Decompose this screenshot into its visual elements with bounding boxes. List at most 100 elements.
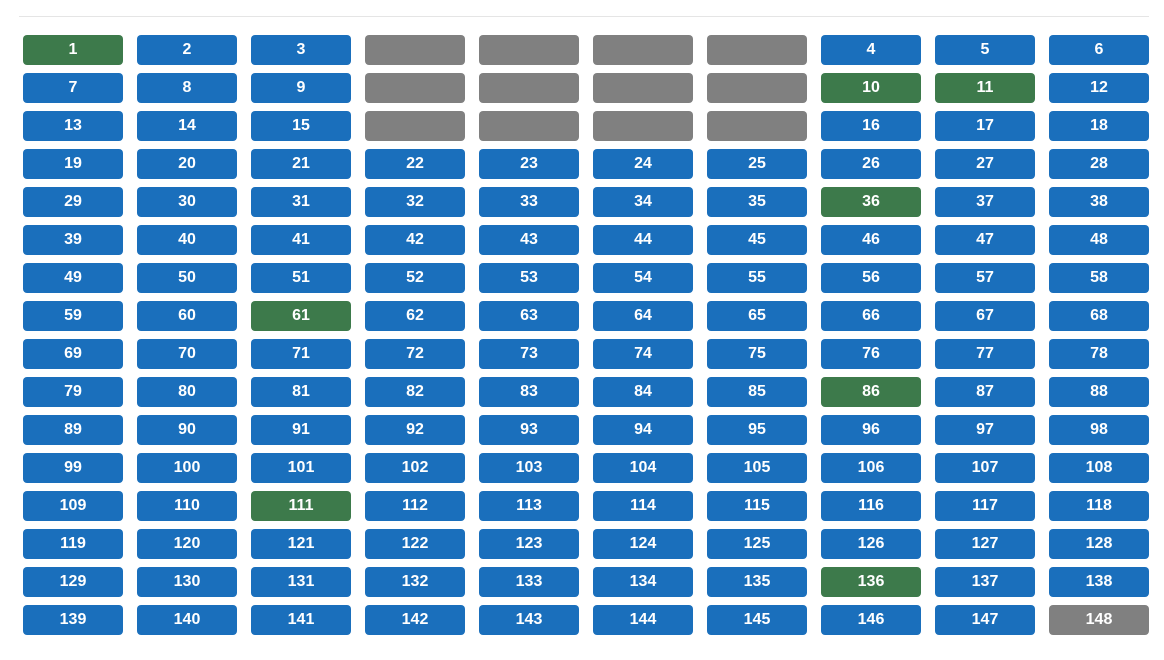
number-cell-2[interactable]: 2 — [137, 35, 237, 65]
number-cell-80[interactable]: 80 — [137, 377, 237, 407]
number-cell-134[interactable]: 134 — [593, 567, 693, 597]
number-cell-17[interactable]: 17 — [935, 111, 1035, 141]
number-cell-77[interactable]: 77 — [935, 339, 1035, 369]
number-cell-28[interactable]: 28 — [1049, 149, 1149, 179]
number-cell-78[interactable]: 78 — [1049, 339, 1149, 369]
number-cell-49[interactable]: 49 — [23, 263, 123, 293]
number-cell-116[interactable]: 116 — [821, 491, 921, 521]
number-cell-85[interactable]: 85 — [707, 377, 807, 407]
number-cell-6[interactable]: 6 — [1049, 35, 1149, 65]
number-cell-111[interactable]: 111 — [251, 491, 351, 521]
number-cell-60[interactable]: 60 — [137, 301, 237, 331]
number-cell-31[interactable]: 31 — [251, 187, 351, 217]
number-cell-129[interactable]: 129 — [23, 567, 123, 597]
number-cell-35[interactable]: 35 — [707, 187, 807, 217]
number-cell-43[interactable]: 43 — [479, 225, 579, 255]
number-cell-117[interactable]: 117 — [935, 491, 1035, 521]
number-cell-82[interactable]: 82 — [365, 377, 465, 407]
number-cell-90[interactable]: 90 — [137, 415, 237, 445]
number-cell-114[interactable]: 114 — [593, 491, 693, 521]
number-cell-27[interactable]: 27 — [935, 149, 1035, 179]
number-cell-57[interactable]: 57 — [935, 263, 1035, 293]
number-cell-46[interactable]: 46 — [821, 225, 921, 255]
number-cell-33[interactable]: 33 — [479, 187, 579, 217]
number-cell-79[interactable]: 79 — [23, 377, 123, 407]
number-cell-16[interactable]: 16 — [821, 111, 921, 141]
number-cell-146[interactable]: 146 — [821, 605, 921, 635]
number-cell-37[interactable]: 37 — [935, 187, 1035, 217]
number-cell-110[interactable]: 110 — [137, 491, 237, 521]
number-cell-108[interactable]: 108 — [1049, 453, 1149, 483]
number-cell-84[interactable]: 84 — [593, 377, 693, 407]
number-cell-97[interactable]: 97 — [935, 415, 1035, 445]
number-cell-21[interactable]: 21 — [251, 149, 351, 179]
number-cell-88[interactable]: 88 — [1049, 377, 1149, 407]
number-cell-67[interactable]: 67 — [935, 301, 1035, 331]
number-cell-10[interactable]: 10 — [821, 73, 921, 103]
number-cell-12[interactable]: 12 — [1049, 73, 1149, 103]
number-cell-22[interactable]: 22 — [365, 149, 465, 179]
number-cell-148[interactable]: 148 — [1049, 605, 1149, 635]
number-cell-56[interactable]: 56 — [821, 263, 921, 293]
number-cell-25[interactable]: 25 — [707, 149, 807, 179]
number-cell-39[interactable]: 39 — [23, 225, 123, 255]
number-cell-26[interactable]: 26 — [821, 149, 921, 179]
number-cell-81[interactable]: 81 — [251, 377, 351, 407]
number-cell-14[interactable]: 14 — [137, 111, 237, 141]
number-cell-13[interactable]: 13 — [23, 111, 123, 141]
number-cell-135[interactable]: 135 — [707, 567, 807, 597]
number-cell-63[interactable]: 63 — [479, 301, 579, 331]
number-cell-126[interactable]: 126 — [821, 529, 921, 559]
number-cell-133[interactable]: 133 — [479, 567, 579, 597]
number-cell-5[interactable]: 5 — [935, 35, 1035, 65]
number-cell-140[interactable]: 140 — [137, 605, 237, 635]
number-cell-115[interactable]: 115 — [707, 491, 807, 521]
number-cell-54[interactable]: 54 — [593, 263, 693, 293]
number-cell-93[interactable]: 93 — [479, 415, 579, 445]
number-cell-132[interactable]: 132 — [365, 567, 465, 597]
number-cell-109[interactable]: 109 — [23, 491, 123, 521]
number-cell-119[interactable]: 119 — [23, 529, 123, 559]
number-cell-89[interactable]: 89 — [23, 415, 123, 445]
number-cell-72[interactable]: 72 — [365, 339, 465, 369]
number-cell-3[interactable]: 3 — [251, 35, 351, 65]
number-cell-18[interactable]: 18 — [1049, 111, 1149, 141]
number-cell-71[interactable]: 71 — [251, 339, 351, 369]
number-cell-101[interactable]: 101 — [251, 453, 351, 483]
number-cell-145[interactable]: 145 — [707, 605, 807, 635]
number-cell-106[interactable]: 106 — [821, 453, 921, 483]
number-cell-142[interactable]: 142 — [365, 605, 465, 635]
number-cell-144[interactable]: 144 — [593, 605, 693, 635]
number-cell-120[interactable]: 120 — [137, 529, 237, 559]
number-cell-74[interactable]: 74 — [593, 339, 693, 369]
number-cell-70[interactable]: 70 — [137, 339, 237, 369]
number-cell-92[interactable]: 92 — [365, 415, 465, 445]
number-cell-8[interactable]: 8 — [137, 73, 237, 103]
number-cell-59[interactable]: 59 — [23, 301, 123, 331]
number-cell-141[interactable]: 141 — [251, 605, 351, 635]
number-cell-96[interactable]: 96 — [821, 415, 921, 445]
number-cell-124[interactable]: 124 — [593, 529, 693, 559]
number-cell-122[interactable]: 122 — [365, 529, 465, 559]
number-cell-7[interactable]: 7 — [23, 73, 123, 103]
number-cell-44[interactable]: 44 — [593, 225, 693, 255]
number-cell-118[interactable]: 118 — [1049, 491, 1149, 521]
number-cell-139[interactable]: 139 — [23, 605, 123, 635]
number-cell-55[interactable]: 55 — [707, 263, 807, 293]
number-cell-87[interactable]: 87 — [935, 377, 1035, 407]
number-cell-76[interactable]: 76 — [821, 339, 921, 369]
number-cell-1[interactable]: 1 — [23, 35, 123, 65]
number-cell-131[interactable]: 131 — [251, 567, 351, 597]
number-cell-47[interactable]: 47 — [935, 225, 1035, 255]
number-cell-107[interactable]: 107 — [935, 453, 1035, 483]
number-cell-86[interactable]: 86 — [821, 377, 921, 407]
number-cell-58[interactable]: 58 — [1049, 263, 1149, 293]
number-cell-61[interactable]: 61 — [251, 301, 351, 331]
number-cell-38[interactable]: 38 — [1049, 187, 1149, 217]
number-cell-127[interactable]: 127 — [935, 529, 1035, 559]
number-cell-48[interactable]: 48 — [1049, 225, 1149, 255]
number-cell-24[interactable]: 24 — [593, 149, 693, 179]
number-cell-69[interactable]: 69 — [23, 339, 123, 369]
number-cell-147[interactable]: 147 — [935, 605, 1035, 635]
number-cell-50[interactable]: 50 — [137, 263, 237, 293]
